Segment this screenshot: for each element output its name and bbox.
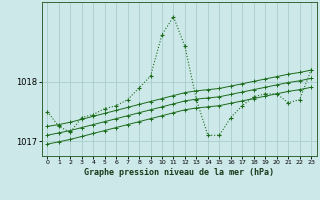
X-axis label: Graphe pression niveau de la mer (hPa): Graphe pression niveau de la mer (hPa): [84, 168, 274, 177]
